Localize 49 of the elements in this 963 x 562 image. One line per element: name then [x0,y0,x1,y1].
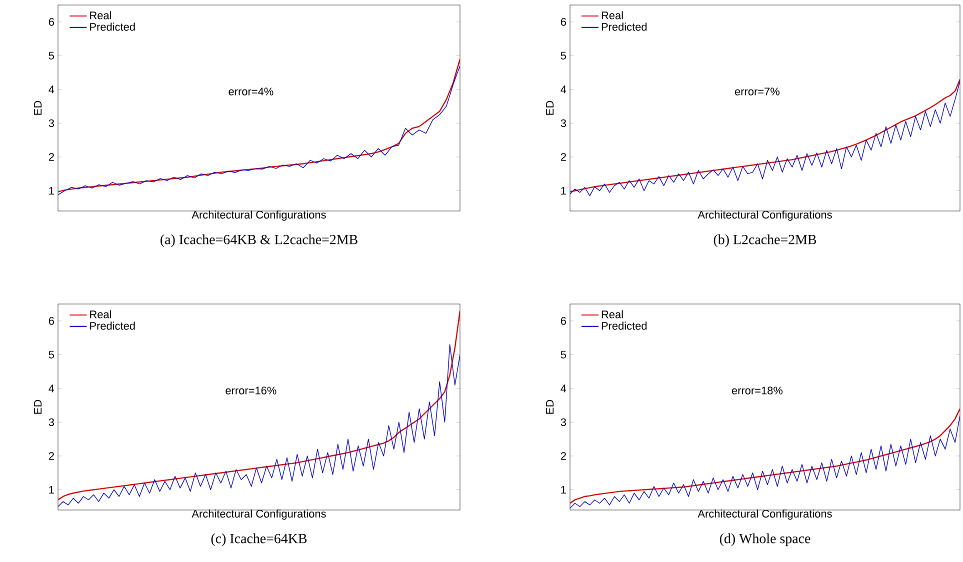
legend-label: Predicted [602,322,647,330]
text: (d) Whole space [720,533,810,546]
annotation: error=16% [226,386,276,394]
y-tick-label: 4 [48,86,54,94]
x-axis-title: Architectural Configurations [192,510,326,520]
legend-label: Real [90,11,112,20]
y-tick-label: 3 [48,119,54,128]
legend-label: Predicted [602,22,647,31]
y-tick-label: 3 [560,418,566,426]
annotation: error=18% [732,386,783,394]
y-tick-label: 3 [48,418,54,426]
y-tick-label: 2 [560,153,566,161]
y-tick-label: 5 [560,350,566,358]
y-tick-label: 6 [560,18,566,26]
y-tick-label: 4 [48,384,54,392]
y-axis-title: ED [546,400,554,414]
y-tick-label: 6 [560,317,566,325]
y-tick-label: 5 [48,52,54,60]
y-tick-label: 6 [48,317,54,325]
legend-label: Predicted [90,22,135,31]
y-tick-label: 2 [48,153,54,161]
y-tick-label: 1 [49,486,54,494]
x-axis-title: Architectural Configurations [698,510,832,520]
x-axis-title: Architectural Configurations [698,210,832,221]
y-tick-label: 1 [561,486,566,494]
annotation: error=4% [228,88,274,96]
line-series [58,344,460,507]
y-tick-label: 2 [560,452,566,460]
y-tick-label: 5 [48,350,54,358]
text: (b) L2cache=2MB [714,234,816,248]
y-axis-title: ED [546,100,554,115]
y-tick-label: 3 [560,119,566,128]
x-axis-title: Architectural Configurations [192,210,326,221]
legend-label: Predicted [90,322,135,330]
y-tick-label: 6 [48,18,54,26]
legend-label: Real [602,11,623,20]
text: (a) Icache=64KB & L2cache=2MB [160,234,358,248]
y-tick-label: 4 [560,384,566,392]
y-axis-title: ED [34,400,42,414]
annotation: error=7% [734,88,780,96]
legend-label: Real [90,310,112,318]
text: (c) Icache=64KB [211,533,307,546]
y-tick-label: 1 [49,186,54,195]
legend-label: Real [602,310,623,318]
y-axis-title: ED [34,100,42,115]
y-tick-label: 2 [48,452,54,460]
y-tick-label: 5 [560,52,566,60]
y-tick-label: 4 [560,86,566,94]
y-tick-label: 1 [561,186,566,195]
